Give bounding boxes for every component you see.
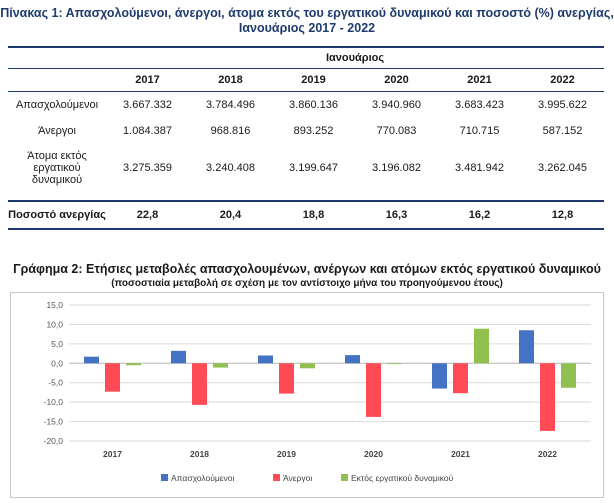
table-cell: 12,8 — [521, 200, 604, 230]
bar-chart: 15,0 10,0 5,0 0,0 -5,0 -10,0 -15,0 -20,0 2017 201… — [44, 300, 591, 483]
legend-swatch — [273, 474, 280, 481]
y-tick-label: 5,0 — [51, 339, 63, 349]
bar-2022-series-0 — [519, 330, 534, 364]
year-header-cell: 2021 — [438, 68, 521, 92]
table-cell: 3.240.408 — [206, 162, 255, 174]
year-header-cell: 2018 — [189, 68, 272, 92]
y-tick-label: 10,0 — [46, 319, 63, 329]
y-tick-label: 15,0 — [46, 300, 63, 310]
table-row: Άνεργοι 1.084.387 968.816 893.252 770.083 710… — [8, 118, 604, 144]
table-cell: 893.252 — [293, 125, 334, 137]
table-cell: 710.715 — [459, 125, 500, 137]
table-cell: 3.995.622 — [538, 99, 587, 111]
bar-2019-series-1 — [279, 363, 294, 394]
bar-2019-series-2 — [300, 363, 315, 369]
legend-swatch — [341, 474, 348, 481]
table-cell: 16,2 — [438, 200, 521, 230]
y-tick-label: -20,0 — [44, 436, 64, 446]
table-row: Άτομα εκτός εργατικού δυναμικού 3.275.359 3.… — [8, 144, 604, 192]
table-cell: 3.199.647 — [289, 162, 338, 174]
row-label-line: εργατικού — [33, 162, 81, 174]
x-tick-label: 2017 — [103, 449, 122, 459]
table-group-header-row: Ιανουάριος — [8, 46, 604, 69]
table-spacer-row — [8, 192, 604, 201]
table-cell: 1.084.387 — [123, 125, 172, 137]
table-cell: 20,4 — [189, 200, 272, 230]
x-tick-label: 2018 — [190, 449, 209, 459]
bar-2022-series-2 — [561, 363, 576, 388]
table-cell: 3.940.960 — [372, 99, 421, 111]
table-title-line1: Πίνακας 1: Απασχολούμενοι, άνεργοι, άτομ… — [0, 6, 614, 20]
x-tick-label: 2021 — [451, 449, 470, 459]
table-cell: 3.860.136 — [289, 99, 338, 111]
table-row: Απασχολούμενοι 3.667.332 3.784.496 3.860.13… — [8, 92, 604, 119]
row-label-line: δυναμικού — [31, 174, 83, 186]
row-label-line: Άνεργοι — [38, 125, 76, 137]
year-header-cell: 2019 — [272, 68, 355, 92]
table-cell: 770.083 — [376, 125, 417, 137]
legend-swatch — [161, 474, 168, 481]
row-label-cell: Άνεργοι — [8, 118, 106, 144]
year-header-cell: 2020 — [355, 68, 438, 92]
table-cell: 587.152 — [542, 125, 583, 137]
y-tick-label: -10,0 — [44, 397, 64, 407]
table-title-line2: Ιανουάριος 2017 - 2022 — [238, 21, 376, 35]
table-cell: 18,8 — [272, 200, 355, 230]
bar-2021-series-1 — [453, 363, 468, 394]
x-tick-label: 2019 — [277, 449, 296, 459]
table-cell: 968.816 — [210, 125, 251, 137]
y-tick-label: -15,0 — [44, 417, 64, 427]
table-cell: 3.784.496 — [206, 99, 255, 111]
legend-label: Απασχολούμενοι — [171, 473, 235, 483]
table-cell: 22,8 — [106, 200, 189, 230]
table-cell: 3.481.942 — [455, 162, 504, 174]
table-years-row: 2017 2018 2019 2020 2021 2022 — [8, 68, 604, 92]
row-label-cell: Απασχολούμενοι — [8, 92, 106, 119]
y-tick-label: 0,0 — [51, 358, 63, 368]
spacer-cell — [8, 192, 604, 201]
empty-corner-cell — [8, 46, 106, 69]
bar-2017-series-1 — [105, 363, 120, 392]
bar-2017-series-0 — [84, 356, 99, 364]
unemployment-rate-row: Ποσοστό ανεργίας 22,8 20,4 18,8 16,3 16,2 12,8 — [8, 200, 604, 230]
y-tick-label: -5,0 — [48, 378, 63, 388]
bar-2020-series-1 — [366, 363, 381, 417]
table-cell: 3.275.359 — [123, 162, 172, 174]
group-header-cell: Ιανουάριος — [106, 46, 604, 69]
row-label-line: Άτομα εκτός — [27, 150, 87, 162]
table-cell: 3.196.082 — [372, 162, 421, 174]
bar-2018-series-2 — [213, 363, 228, 368]
bar-2021-series-2 — [474, 328, 489, 364]
bar-2018-series-0 — [171, 350, 186, 364]
empty-corner-cell — [8, 68, 106, 92]
chart-frame: 15,0 10,0 5,0 0,0 -5,0 -10,0 -15,0 -20,0 2017 201… — [10, 292, 604, 498]
table-cell: 3.683.423 — [455, 99, 504, 111]
row-label-cell: Ποσοστό ανεργίας — [8, 200, 106, 230]
chart-subtitle: (ποσοστιαία μεταβολή σε σχέση με τον αντ… — [111, 278, 503, 289]
row-label-cell: Άτομα εκτός εργατικού δυναμικού — [8, 144, 106, 192]
legend-label: Άνεργοι — [283, 473, 312, 483]
year-header-cell: 2022 — [521, 68, 604, 92]
table-cell: 3.667.332 — [123, 99, 172, 111]
x-tick-label: 2022 — [538, 449, 557, 459]
bar-2020-series-2 — [387, 363, 402, 365]
row-label-line: Απασχολούμενοι — [15, 99, 99, 111]
x-tick-label: 2020 — [364, 449, 383, 459]
table-cell: 3.262.045 — [538, 162, 587, 174]
bar-2018-series-1 — [192, 363, 207, 405]
chart-title: Γράφημα 2: Ετήσιες μεταβολές απασχολουμέ… — [13, 262, 601, 276]
bar-2017-series-2 — [126, 363, 141, 366]
employment-table: Ιανουάριος 2017 2018 2019 2020 2021 2022 Απασχο… — [8, 46, 604, 230]
bar-2022-series-1 — [540, 363, 555, 431]
bar-2020-series-0 — [345, 355, 360, 364]
bar-2021-series-0 — [432, 363, 447, 389]
bar-2019-series-0 — [258, 355, 273, 364]
year-header-cell: 2017 — [106, 68, 189, 92]
legend-label: Εκτός εργατικού δυναμικού — [351, 473, 454, 483]
table-cell: 16,3 — [355, 200, 438, 230]
